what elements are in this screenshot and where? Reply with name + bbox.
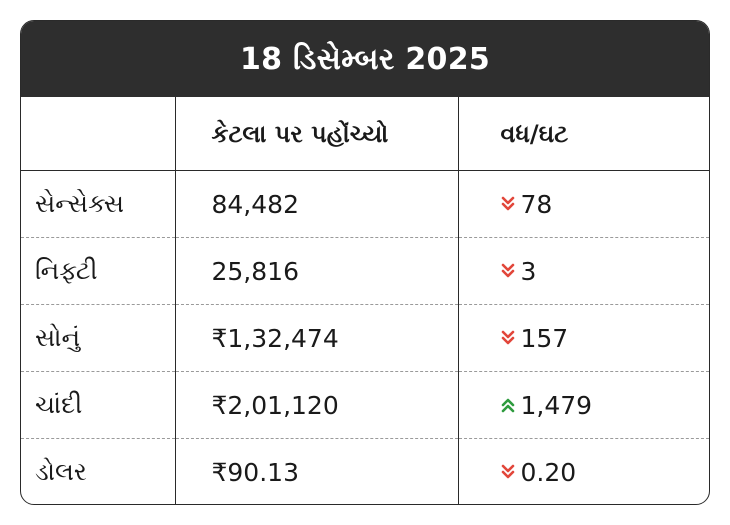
row-value: ₹1,32,474 <box>174 304 458 372</box>
row-change: 157 <box>520 323 569 353</box>
market-summary-card: 18 ડિસેમ્બર 2025 કેટલા પર પહોંચ્યો વધ/ઘટ… <box>20 20 710 505</box>
header-change: વધ/ઘટ <box>457 97 709 171</box>
row-change: 1,479 <box>520 390 593 420</box>
row-name: ચાંદી <box>21 371 175 439</box>
market-table: કેટલા પર પહોંચ્યો વધ/ઘટ સેન્સેક્સ 84,482… <box>21 97 709 504</box>
double-chevron-down-icon <box>501 464 514 479</box>
row-name: સેન્સેક્સ <box>21 170 175 238</box>
row-value: 84,482 <box>174 170 458 238</box>
header-name <box>21 97 175 171</box>
row-change-cell: 3 <box>457 237 709 305</box>
row-name: ડોલર <box>35 457 87 486</box>
row-name: નિફ્ટી <box>21 237 175 305</box>
double-chevron-up-icon <box>501 398 514 413</box>
double-chevron-down-icon <box>501 263 514 278</box>
double-chevron-down-icon <box>501 196 514 211</box>
row-name: સોનું <box>21 304 175 372</box>
row-change: 0.20 <box>520 457 577 487</box>
header-value: કેટલા પર પહોંચ્યો <box>174 97 458 171</box>
row-change-cell: 78 <box>457 170 709 238</box>
date-title: 18 ડિસેમ્બર 2025 <box>21 21 709 97</box>
row-value: ₹90.13 <box>174 438 458 504</box>
table-row-nifty: નિફ્ટી 25,816 3 <box>21 237 709 305</box>
table-row-dollar: ડોલર ₹90.13 0.20 <box>21 438 709 504</box>
row-change: 3 <box>520 256 537 286</box>
header-row: કેટલા પર પહોંચ્યો વધ/ઘટ <box>21 97 709 171</box>
row-change-cell: 0.20 <box>457 438 709 504</box>
table-row-silver: ચાંદી ₹2,01,120 1,479 <box>21 371 709 439</box>
row-value: 25,816 <box>174 237 458 305</box>
table-row-gold: સોનું ₹1,32,474 157 <box>21 304 709 372</box>
row-change-cell: 1,479 <box>457 371 709 439</box>
row-change-cell: 157 <box>457 304 709 372</box>
table-row-sensex: સેન્સેક્સ 84,482 78 <box>21 170 709 238</box>
row-value: ₹2,01,120 <box>174 371 458 439</box>
double-chevron-down-icon <box>501 330 514 345</box>
row-change: 78 <box>520 189 553 219</box>
